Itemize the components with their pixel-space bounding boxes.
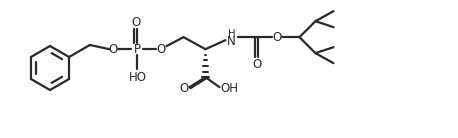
Text: O: O <box>273 31 282 44</box>
Text: OH: OH <box>220 82 239 95</box>
Text: HO: HO <box>129 71 147 84</box>
Text: O: O <box>131 16 141 29</box>
Text: N: N <box>227 35 236 48</box>
Text: O: O <box>157 43 166 56</box>
Text: H: H <box>228 29 235 39</box>
Text: O: O <box>252 58 262 71</box>
Text: O: O <box>109 43 118 56</box>
Text: O: O <box>180 82 189 95</box>
Text: P: P <box>134 43 141 56</box>
